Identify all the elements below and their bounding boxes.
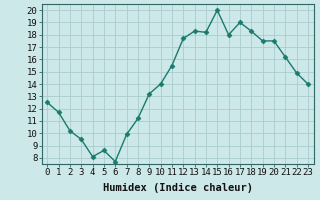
X-axis label: Humidex (Indice chaleur): Humidex (Indice chaleur) <box>103 183 252 193</box>
